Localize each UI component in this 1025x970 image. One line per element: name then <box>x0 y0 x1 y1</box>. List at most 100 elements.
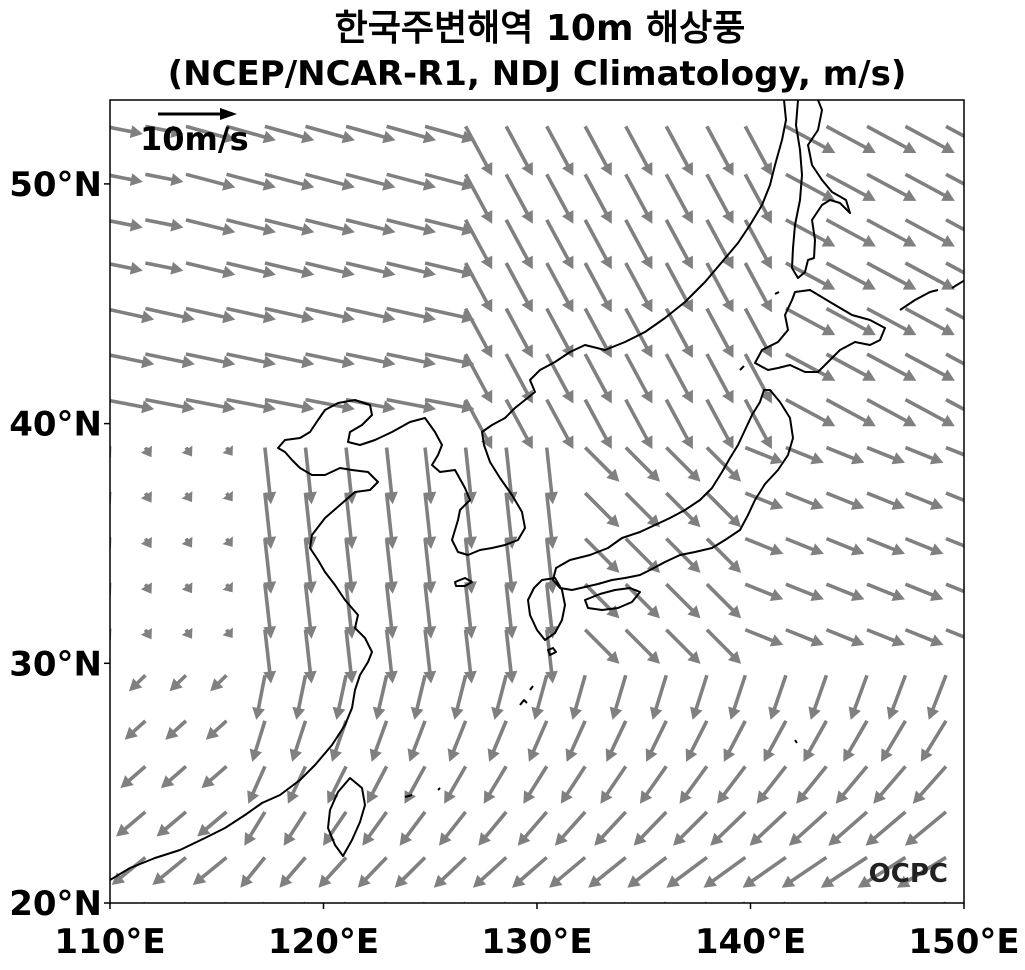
wind-vector-arrow <box>222 536 233 547</box>
figure-title-line1: 한국주변해역 10m 해상풍 <box>335 8 746 49</box>
wind-vector-arrow <box>110 173 143 186</box>
wind-vector-arrow <box>181 445 193 457</box>
y-tick-label: 40°N <box>9 405 102 445</box>
wind-vector-arrow <box>386 352 436 369</box>
wind-vector-arrow <box>904 628 944 647</box>
wind-vector-arrow <box>185 218 236 236</box>
wind-vector-arrow <box>904 582 944 601</box>
wind-vector-arrow <box>624 537 660 573</box>
wind-vector-arrow <box>201 765 228 789</box>
wind-vector-arrow <box>825 582 865 601</box>
wind-vector-arrow <box>866 582 905 601</box>
wind-vector-arrow <box>305 124 355 144</box>
wind-vector-arrow <box>605 720 628 762</box>
reference-arrow-head <box>220 108 237 120</box>
wind-vector-arrow <box>451 674 468 720</box>
wind-vector-arrow <box>240 856 267 888</box>
wind-vector-arrow <box>181 536 193 548</box>
wind-vector-arrow <box>111 856 147 885</box>
wind-vector-arrow <box>386 261 436 279</box>
wind-vector-arrow <box>185 397 236 414</box>
wind-vector-arrow <box>185 172 236 191</box>
wind-vector-arrow <box>705 446 742 482</box>
wind-vector-arrow <box>904 218 955 247</box>
wind-vector-arrow <box>825 628 865 647</box>
wind-vector-arrow <box>305 306 355 324</box>
wind-vector-arrow <box>345 352 396 369</box>
wind-vector-arrow <box>223 901 227 903</box>
wind-vector-arrow <box>504 353 533 404</box>
wind-vector-arrow <box>463 584 477 639</box>
wind-vector-arrow <box>384 492 398 549</box>
wind-vector-arrow <box>825 307 876 336</box>
wind-vector-arrow <box>444 765 468 804</box>
wind-vector-arrow <box>945 172 964 187</box>
wind-vector-arrow <box>545 125 574 176</box>
wind-vector-arrow <box>345 172 396 191</box>
wind-vector-arrow <box>569 674 587 720</box>
wind-vector-arrow <box>344 629 358 684</box>
wind-vector-arrow <box>901 901 906 903</box>
wind-vector-arrow <box>329 720 348 762</box>
wind-vector-arrow <box>181 491 193 503</box>
wind-vector-arrow <box>152 856 188 885</box>
wind-vector-arrow <box>583 125 612 176</box>
wind-vector-arrow <box>140 628 152 640</box>
wind-vector-arrow <box>185 124 236 144</box>
reference-vector-label: 10m/s <box>140 120 249 158</box>
x-tick-label: 130°E <box>481 922 592 962</box>
wind-vector-arrow <box>140 445 152 458</box>
reference-vector-key: 10m/s <box>140 108 249 158</box>
wind-vector-arrow <box>945 491 964 503</box>
wind-vector-arrow <box>945 352 964 366</box>
wind-vector-arrow <box>545 538 558 594</box>
wind-vector-arrow <box>866 491 905 510</box>
wind-vector-arrow <box>705 353 734 404</box>
wind-vector-arrow <box>825 218 876 247</box>
wind-vector-arrow <box>545 353 574 404</box>
wind-vector-arrow <box>517 810 549 846</box>
wind-vector-arrow <box>705 491 742 528</box>
wind-vector-arrow <box>226 306 276 324</box>
wind-vector-arrow <box>624 582 660 619</box>
wind-vector-arrow <box>848 674 869 720</box>
wind-vector-arrow <box>523 765 549 804</box>
wind-vector-arrow <box>881 719 907 762</box>
wind-vector-arrow <box>945 445 964 457</box>
wind-vector-arrow <box>662 901 667 903</box>
wind-vector-arrow <box>873 765 907 804</box>
wind-vector-arrow <box>825 352 876 381</box>
wind-vector-arrow <box>504 219 533 270</box>
wind-vector-arrow <box>545 262 574 313</box>
wind-vector-arrow <box>386 218 436 236</box>
wind-vector-arrow <box>744 582 784 601</box>
wind-vector-arrow <box>110 398 155 414</box>
wind-vector-arrow <box>424 352 475 369</box>
wind-vector-arrow <box>504 262 533 313</box>
wind-vector-arrow <box>366 765 389 804</box>
wind-vector-arrow <box>120 765 147 789</box>
wind-vector-arrow <box>920 719 948 762</box>
wind-vector-arrow <box>785 537 824 556</box>
wind-vector-arrow <box>226 124 276 144</box>
wind-vector-arrow <box>785 261 836 290</box>
wind-vector-arrow <box>945 582 964 594</box>
wind-vector-arrow <box>433 856 467 888</box>
wind-vector-arrow <box>705 307 734 358</box>
wind-vector-arrow <box>156 810 188 837</box>
wind-vector-arrow <box>803 719 828 762</box>
wind-vector-arrow <box>785 445 824 465</box>
wind-vector-arrow <box>386 172 436 191</box>
wind-vector-arrow <box>357 856 388 888</box>
wind-vector-arrow <box>866 537 905 556</box>
wind-vector-arrow <box>565 720 587 762</box>
wind-vector-arrow <box>264 306 315 324</box>
wind-vector-arrow <box>588 856 627 888</box>
wind-vector-arrow <box>292 674 308 720</box>
wind-vector-arrow <box>344 538 358 594</box>
wind-vector-arrow <box>303 492 317 549</box>
wind-vector-arrow <box>463 492 477 549</box>
wind-vector-arrow <box>323 810 348 846</box>
wind-vector-arrow <box>665 628 701 664</box>
wind-vector-arrow <box>110 307 155 324</box>
